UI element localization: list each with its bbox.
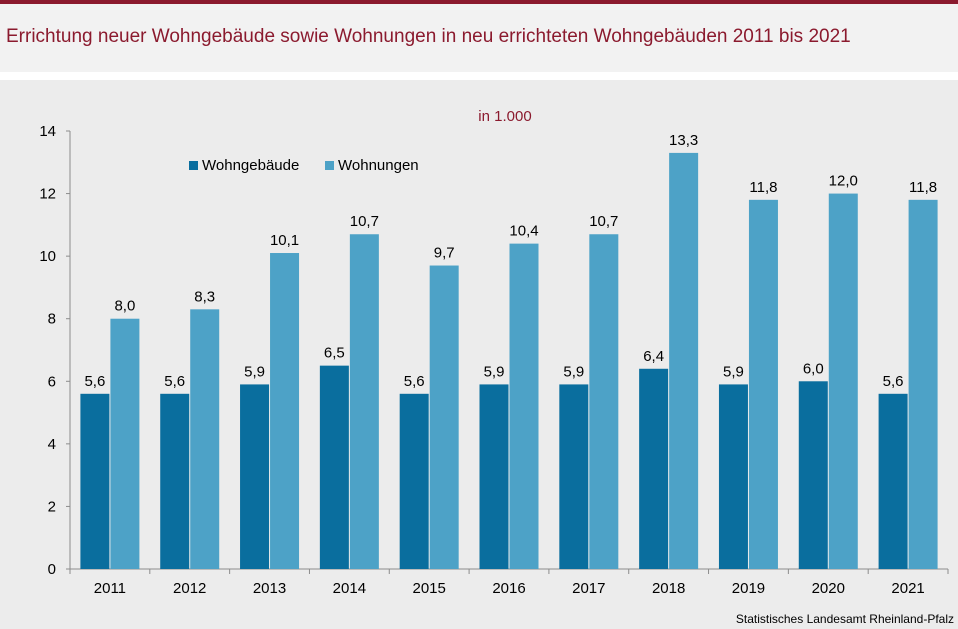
top-accent-bar <box>0 0 958 4</box>
bar-wohngebaeude <box>479 384 509 569</box>
bar-wohnungen <box>748 199 778 570</box>
x-tick-label: 2016 <box>492 580 525 597</box>
x-tick-label: 2014 <box>333 580 366 597</box>
y-tick-label: 8 <box>48 311 56 328</box>
legend-label-wohngebaeude: Wohngebäude <box>202 157 299 174</box>
bar-wohngebaeude <box>319 365 349 569</box>
data-label: 10,1 <box>270 232 299 249</box>
data-label: 10,7 <box>589 213 618 230</box>
bar-wohnungen <box>908 199 938 570</box>
title-area: Errichtung neuer Wohngebäude sowie Wohnu… <box>0 4 958 72</box>
bar-wohngebaeude <box>798 381 828 569</box>
data-label: 11,8 <box>909 179 937 196</box>
data-label: 10,4 <box>509 223 538 240</box>
bar-wohngebaeude <box>240 384 270 569</box>
data-label: 5,9 <box>484 363 505 380</box>
bar-wohnungen <box>429 265 459 569</box>
data-label: 6,4 <box>643 348 664 365</box>
x-tick-label: 2021 <box>891 580 924 597</box>
y-tick-label: 14 <box>39 123 56 140</box>
bar-wohngebaeude <box>399 393 429 569</box>
y-tick-label: 0 <box>48 561 56 578</box>
x-tick-label: 2017 <box>572 580 605 597</box>
y-tick-label: 2 <box>48 498 56 515</box>
source-note: Statistisches Landesamt Rheinland-Pfalz <box>735 612 954 626</box>
bar-wohnungen <box>349 234 379 569</box>
data-label: 5,6 <box>883 373 904 390</box>
data-label: 13,3 <box>669 132 698 149</box>
legend-swatch-wohnungen <box>325 161 334 170</box>
data-label: 6,5 <box>324 345 345 362</box>
data-label: 8,0 <box>114 298 135 315</box>
y-tick-label: 12 <box>39 186 56 203</box>
chart-subtitle: in 1.000 <box>478 108 531 125</box>
legend-label-wohnungen: Wohnungen <box>338 157 419 174</box>
x-tick-label: 2013 <box>253 580 286 597</box>
y-tick-label: 4 <box>48 436 56 453</box>
data-label: 8,3 <box>194 288 215 305</box>
bar-wohngebaeude <box>718 384 748 569</box>
bar-wohnungen <box>669 152 699 569</box>
bar-wohngebaeude <box>559 384 589 569</box>
bar-wohngebaeude <box>80 393 110 569</box>
x-tick-label: 2012 <box>173 580 206 597</box>
data-label: 6,0 <box>803 360 824 377</box>
bar-wohngebaeude <box>160 393 190 569</box>
bar-wohngebaeude <box>878 393 908 569</box>
bar-wohnungen <box>509 243 539 569</box>
bar-wohnungen <box>190 309 220 569</box>
data-label: 10,7 <box>350 213 379 230</box>
x-tick-label: 2011 <box>94 580 126 597</box>
bar-wohnungen <box>270 253 300 569</box>
data-label: 5,9 <box>563 363 584 380</box>
data-label: 11,8 <box>749 179 777 196</box>
data-label: 9,7 <box>434 245 455 262</box>
x-tick-label: 2018 <box>652 580 685 597</box>
y-tick-label: 6 <box>48 373 56 390</box>
x-tick-label: 2019 <box>732 580 765 597</box>
data-label: 5,9 <box>244 363 265 380</box>
data-label: 5,6 <box>404 373 425 390</box>
data-label: 12,0 <box>829 173 858 190</box>
chart-title: Errichtung neuer Wohngebäude sowie Wohnu… <box>6 26 851 47</box>
bar-wohnungen <box>110 318 140 569</box>
x-tick-label: 2015 <box>412 580 445 597</box>
y-tick-label: 10 <box>39 248 56 265</box>
x-tick-label: 2020 <box>812 580 845 597</box>
data-label: 5,6 <box>164 373 185 390</box>
bar-wohnungen <box>828 193 858 570</box>
bar-wohnungen <box>589 234 619 569</box>
legend-swatch-wohngebaeude <box>189 161 198 170</box>
bar-wohngebaeude <box>639 368 669 569</box>
chart-area <box>0 80 958 629</box>
data-label: 5,6 <box>84 373 105 390</box>
data-label: 5,9 <box>723 363 744 380</box>
